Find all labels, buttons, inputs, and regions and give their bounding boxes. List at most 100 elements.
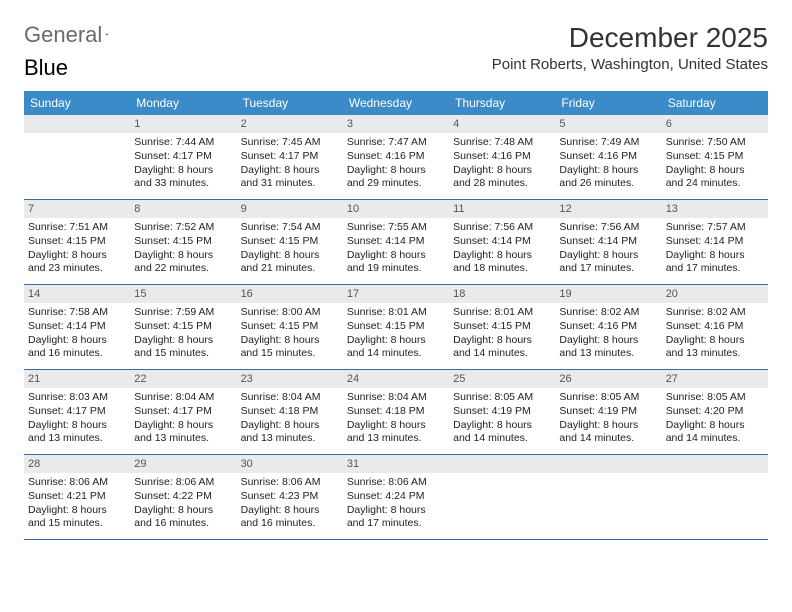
day-sunset: Sunset: 4:16 PM — [453, 150, 551, 164]
day-sunrise: Sunrise: 8:00 AM — [241, 306, 339, 320]
day-cell: 16Sunrise: 8:00 AMSunset: 4:15 PMDayligh… — [237, 285, 343, 369]
day-number: 12 — [555, 200, 661, 218]
day-daylight2: and 14 minutes. — [559, 432, 657, 446]
day-sunset: Sunset: 4:15 PM — [134, 235, 232, 249]
day-cell: 15Sunrise: 7:59 AMSunset: 4:15 PMDayligh… — [130, 285, 236, 369]
day-daylight1: Daylight: 8 hours — [453, 419, 551, 433]
day-cell — [555, 455, 661, 539]
day-daylight1: Daylight: 8 hours — [453, 249, 551, 263]
day-sunset: Sunset: 4:14 PM — [28, 320, 126, 334]
brand-part1: General — [24, 22, 102, 48]
day-daylight2: and 14 minutes. — [347, 347, 445, 361]
day-sunset: Sunset: 4:14 PM — [347, 235, 445, 249]
dow-row: Sunday Monday Tuesday Wednesday Thursday… — [24, 91, 768, 115]
day-number: 18 — [449, 285, 555, 303]
day-number: 29 — [130, 455, 236, 473]
day-daylight2: and 22 minutes. — [134, 262, 232, 276]
dow-saturday: Saturday — [662, 91, 768, 115]
day-sunset: Sunset: 4:15 PM — [28, 235, 126, 249]
day-daylight2: and 19 minutes. — [347, 262, 445, 276]
day-daylight2: and 15 minutes. — [134, 347, 232, 361]
day-cell: 31Sunrise: 8:06 AMSunset: 4:24 PMDayligh… — [343, 455, 449, 539]
day-sunset: Sunset: 4:21 PM — [28, 490, 126, 504]
day-number: 19 — [555, 285, 661, 303]
day-cell — [24, 115, 130, 199]
day-daylight1: Daylight: 8 hours — [28, 249, 126, 263]
dow-monday: Monday — [130, 91, 236, 115]
day-number: 3 — [343, 115, 449, 133]
day-sunrise: Sunrise: 8:06 AM — [134, 476, 232, 490]
day-sunset: Sunset: 4:24 PM — [347, 490, 445, 504]
day-sunrise: Sunrise: 7:52 AM — [134, 221, 232, 235]
day-cell: 5Sunrise: 7:49 AMSunset: 4:16 PMDaylight… — [555, 115, 661, 199]
day-sunrise: Sunrise: 7:44 AM — [134, 136, 232, 150]
day-sunset: Sunset: 4:18 PM — [347, 405, 445, 419]
day-cell: 24Sunrise: 8:04 AMSunset: 4:18 PMDayligh… — [343, 370, 449, 454]
day-cell: 28Sunrise: 8:06 AMSunset: 4:21 PMDayligh… — [24, 455, 130, 539]
day-sunrise: Sunrise: 8:05 AM — [559, 391, 657, 405]
day-cell: 6Sunrise: 7:50 AMSunset: 4:15 PMDaylight… — [662, 115, 768, 199]
day-daylight2: and 16 minutes. — [28, 347, 126, 361]
week-row: 28Sunrise: 8:06 AMSunset: 4:21 PMDayligh… — [24, 455, 768, 540]
day-cell: 21Sunrise: 8:03 AMSunset: 4:17 PMDayligh… — [24, 370, 130, 454]
day-number: 15 — [130, 285, 236, 303]
day-daylight2: and 18 minutes. — [453, 262, 551, 276]
day-sunrise: Sunrise: 8:06 AM — [241, 476, 339, 490]
day-number: 21 — [24, 370, 130, 388]
day-sunrise: Sunrise: 8:06 AM — [347, 476, 445, 490]
day-number: 25 — [449, 370, 555, 388]
sail-icon — [105, 25, 109, 43]
day-daylight1: Daylight: 8 hours — [666, 334, 764, 348]
day-daylight2: and 31 minutes. — [241, 177, 339, 191]
day-daylight1: Daylight: 8 hours — [28, 504, 126, 518]
day-sunset: Sunset: 4:15 PM — [134, 320, 232, 334]
month-title: December 2025 — [492, 22, 768, 54]
day-daylight1: Daylight: 8 hours — [134, 249, 232, 263]
day-sunset: Sunset: 4:19 PM — [453, 405, 551, 419]
day-daylight2: and 14 minutes. — [453, 347, 551, 361]
day-sunrise: Sunrise: 7:54 AM — [241, 221, 339, 235]
day-cell: 9Sunrise: 7:54 AMSunset: 4:15 PMDaylight… — [237, 200, 343, 284]
dow-friday: Friday — [555, 91, 661, 115]
day-sunset: Sunset: 4:15 PM — [347, 320, 445, 334]
day-daylight2: and 13 minutes. — [666, 347, 764, 361]
location-text: Point Roberts, Washington, United States — [492, 56, 768, 73]
day-number: 14 — [24, 285, 130, 303]
day-sunset: Sunset: 4:18 PM — [241, 405, 339, 419]
day-daylight1: Daylight: 8 hours — [666, 249, 764, 263]
day-number-empty — [555, 455, 661, 473]
day-daylight1: Daylight: 8 hours — [28, 334, 126, 348]
day-sunrise: Sunrise: 7:51 AM — [28, 221, 126, 235]
day-sunset: Sunset: 4:14 PM — [666, 235, 764, 249]
day-number: 22 — [130, 370, 236, 388]
day-number: 26 — [555, 370, 661, 388]
day-number: 7 — [24, 200, 130, 218]
day-sunrise: Sunrise: 8:03 AM — [28, 391, 126, 405]
day-daylight2: and 13 minutes. — [241, 432, 339, 446]
day-daylight1: Daylight: 8 hours — [453, 334, 551, 348]
day-cell: 18Sunrise: 8:01 AMSunset: 4:15 PMDayligh… — [449, 285, 555, 369]
day-number: 31 — [343, 455, 449, 473]
day-daylight1: Daylight: 8 hours — [241, 249, 339, 263]
day-number: 8 — [130, 200, 236, 218]
day-daylight1: Daylight: 8 hours — [134, 334, 232, 348]
day-daylight2: and 23 minutes. — [28, 262, 126, 276]
day-sunrise: Sunrise: 8:04 AM — [347, 391, 445, 405]
day-number: 2 — [237, 115, 343, 133]
day-cell — [449, 455, 555, 539]
day-daylight2: and 14 minutes. — [453, 432, 551, 446]
dow-wednesday: Wednesday — [343, 91, 449, 115]
day-daylight1: Daylight: 8 hours — [666, 419, 764, 433]
day-daylight1: Daylight: 8 hours — [134, 419, 232, 433]
day-cell: 12Sunrise: 7:56 AMSunset: 4:14 PMDayligh… — [555, 200, 661, 284]
day-daylight1: Daylight: 8 hours — [241, 504, 339, 518]
day-sunrise: Sunrise: 7:49 AM — [559, 136, 657, 150]
day-number: 28 — [24, 455, 130, 473]
day-number: 27 — [662, 370, 768, 388]
day-sunrise: Sunrise: 7:50 AM — [666, 136, 764, 150]
day-number: 13 — [662, 200, 768, 218]
day-daylight1: Daylight: 8 hours — [28, 419, 126, 433]
day-daylight2: and 15 minutes. — [241, 347, 339, 361]
day-number-empty — [662, 455, 768, 473]
day-daylight1: Daylight: 8 hours — [241, 334, 339, 348]
